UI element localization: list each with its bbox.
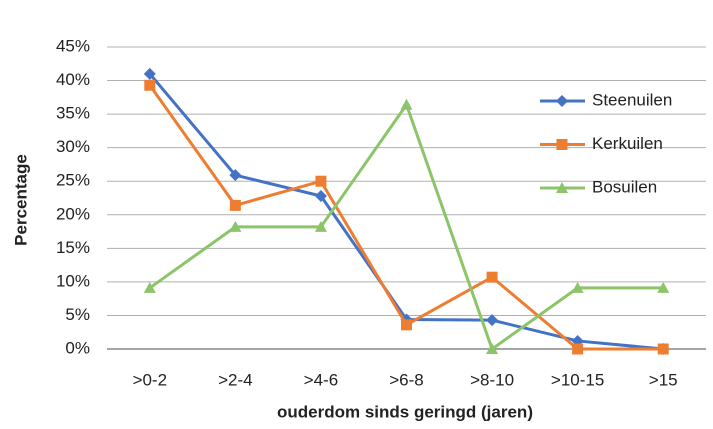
data-point — [400, 98, 413, 110]
y-tick-label: 0% — [65, 338, 90, 357]
data-point — [229, 220, 242, 232]
data-point — [314, 189, 327, 202]
legend-marker — [556, 182, 568, 193]
data-point — [229, 199, 241, 211]
y-tick-label: 45% — [56, 36, 90, 55]
x-tick-label: >0-2 — [133, 370, 168, 389]
y-tick-label: 20% — [56, 204, 90, 223]
data-point — [229, 169, 242, 182]
series-line — [148, 72, 664, 351]
data-point — [314, 220, 327, 232]
y-tick-label: 35% — [56, 104, 90, 123]
y-tick-label: 40% — [56, 70, 90, 89]
data-point — [657, 343, 669, 355]
data-point — [571, 281, 584, 293]
x-tick-label: >6-8 — [389, 370, 424, 389]
x-axis-title: ouderdom sinds geringd (jaren) — [277, 402, 533, 421]
y-tick-label: 30% — [56, 137, 90, 156]
x-tick-label: >4-6 — [304, 370, 339, 389]
data-point — [572, 343, 584, 355]
y-tick-label: 10% — [56, 271, 90, 290]
legend-label: Kerkuilen — [592, 134, 663, 153]
data-point — [143, 67, 156, 80]
y-tick-label: 25% — [56, 171, 90, 190]
data-point — [486, 271, 498, 283]
x-tick-label: >8-10 — [470, 370, 514, 389]
data-point — [144, 79, 156, 91]
legend-marker — [556, 139, 568, 150]
data-point — [401, 319, 412, 331]
y-tick-label: 15% — [56, 238, 90, 257]
y-tick-label: 5% — [65, 305, 90, 324]
series-line — [148, 101, 664, 352]
x-tick-label: >15 — [649, 370, 678, 389]
legend-label: Bosuilen — [592, 177, 657, 196]
series-line — [148, 84, 664, 351]
data-point — [486, 314, 499, 327]
y-axis-title: Percentage — [11, 154, 30, 246]
x-tick-label: >2-4 — [218, 370, 253, 389]
legend-label: Steenuilen — [592, 90, 672, 109]
data-point — [315, 175, 327, 187]
data-point — [143, 281, 156, 293]
data-point — [657, 281, 670, 293]
data-point — [486, 343, 499, 354]
legend-marker — [556, 95, 568, 107]
x-tick-label: >10-15 — [551, 370, 604, 389]
